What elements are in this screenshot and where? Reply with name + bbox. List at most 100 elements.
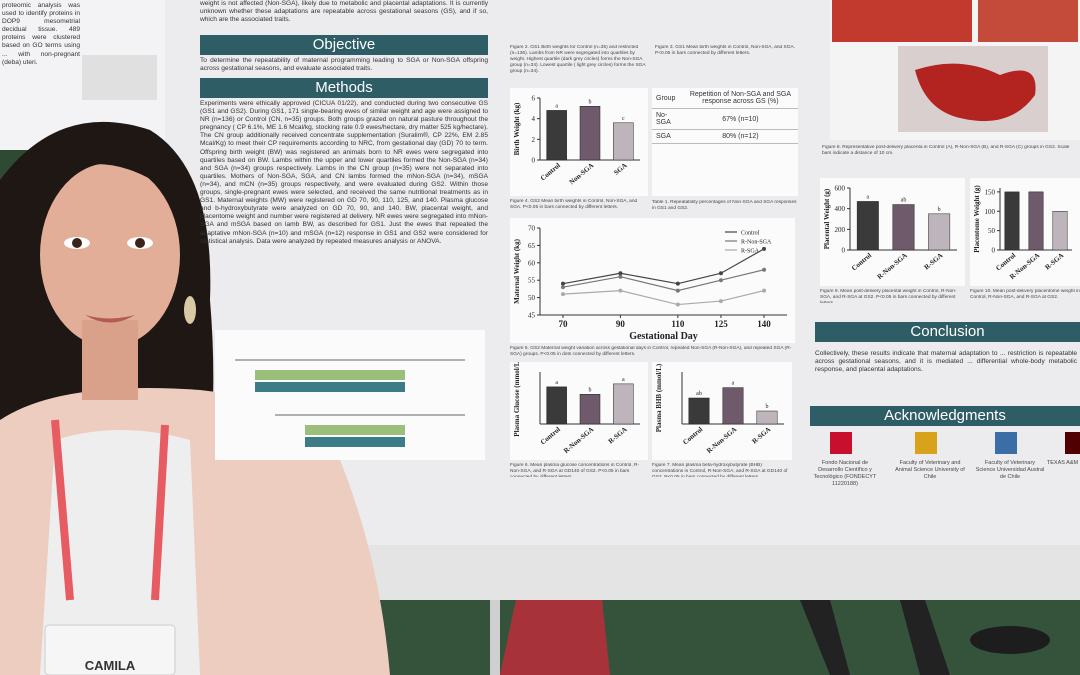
y-axis-label: Plasma BHB (mmol/L) — [655, 363, 663, 432]
bar — [579, 106, 601, 161]
visitor-shoe — [970, 626, 1050, 654]
acknowledgments-heading: Acknowledgments — [810, 406, 1080, 426]
face — [40, 163, 180, 347]
x-tick-label: 140 — [757, 319, 771, 329]
y-tick-label: 600 — [835, 185, 846, 193]
acknowledgment: Faculty of Veterinary Science Universida… — [975, 460, 1045, 480]
timeline-diagram — [235, 359, 465, 447]
point — [560, 281, 565, 286]
objective-heading: Objective — [200, 35, 488, 55]
hair-top — [40, 150, 180, 200]
figure-caption: Figure 2. GS1 Birth weights for Control … — [510, 45, 646, 74]
point — [618, 288, 623, 293]
significance-letter: b — [589, 99, 592, 105]
y-tick-label: 6 — [532, 95, 536, 103]
x-tick-label: R-SGA — [923, 251, 945, 271]
conclusion-text: Collectively, these results indicate tha… — [815, 350, 1077, 374]
table-header: Repetition of Non-SGA and SGA response a… — [682, 88, 798, 109]
bar — [546, 386, 567, 425]
logo — [995, 432, 1017, 454]
figure-caption: Figure 6. Mean plasma glucose concentrat… — [510, 463, 640, 477]
figure: Placental Weight (g) 0 200 400 600 a Control ab… — [820, 178, 965, 286]
significance-letter: c — [622, 116, 625, 122]
y-tick-label: 0 — [842, 247, 846, 255]
acknowledgment: Fondo Nacional de Desarrollo Científico … — [813, 460, 877, 487]
badge — [44, 624, 176, 675]
significance-letter: a — [555, 380, 558, 386]
point — [618, 274, 623, 279]
legend-label: R-SGA — [741, 249, 760, 255]
significance-letter: a — [732, 381, 735, 387]
acknowledgments: Fondo Nacional de Desarrollo Científico … — [810, 430, 1080, 520]
y-tick-label: 50 — [988, 227, 996, 235]
x-tick-label: 110 — [671, 319, 685, 329]
logo — [1065, 432, 1080, 454]
carpet-stripe — [500, 580, 610, 675]
bar — [756, 410, 778, 425]
iris — [72, 238, 82, 248]
series-line — [562, 290, 765, 306]
x-tick-label: R-Non-SGA — [562, 425, 595, 455]
poster-stand — [490, 570, 500, 675]
earring — [184, 296, 196, 324]
x-tick-label: Non-SGA — [568, 161, 596, 186]
figure-caption: Figure 5. GS2 Maternal weight variation … — [510, 346, 792, 357]
x-tick-label: Control — [539, 425, 562, 446]
bar — [892, 204, 915, 251]
table-cell: SGA — [652, 129, 683, 144]
methods-text: Experiments were ethically approved (CIC… — [200, 100, 488, 245]
x-tick-label: R-Non-SGA — [705, 425, 738, 455]
bar — [928, 213, 951, 251]
x-tick-label: Control — [850, 251, 873, 272]
x-tick-label: 90 — [616, 319, 626, 329]
bar — [722, 387, 744, 425]
placenta-photo-a — [832, 0, 972, 42]
point — [675, 302, 680, 307]
acknowledgment: Faculty of Veterinary and Animal Science… — [895, 460, 965, 480]
figure-caption: Figure 8. Representative post-delivery p… — [822, 145, 1070, 156]
significance-letter: a — [555, 103, 558, 109]
legend-label: R-Non-SGA — [741, 240, 772, 246]
bar — [688, 397, 710, 425]
x-tick-label: 125 — [714, 319, 728, 329]
objective-text: To determine the repeatability of matern… — [200, 57, 488, 73]
point — [718, 299, 723, 304]
significance-letter: b — [589, 387, 592, 393]
significance-letter: ab — [901, 198, 907, 204]
significance-letter: b — [766, 404, 769, 410]
legend-label: Control — [741, 231, 760, 237]
left-poster-blot — [82, 55, 157, 100]
x-tick-label: R-SGA — [1043, 251, 1065, 271]
point — [560, 285, 565, 290]
table-cell: No-SGA — [652, 108, 683, 130]
point — [762, 267, 767, 272]
left-poster-text: proteomic analysis was used to identify … — [2, 2, 80, 66]
y-tick-label: 50 — [528, 294, 536, 302]
table-caption: Table 1. Repeatability percentages of No… — [652, 200, 797, 211]
significance-letter: b — [938, 207, 941, 213]
lanyard — [51, 419, 169, 601]
timeline-bar — [305, 437, 405, 447]
table-panel: Group Repetition of Non-SGA and SGA respo… — [652, 88, 798, 196]
timeline-bar — [305, 425, 405, 435]
x-tick-label: SGA — [612, 161, 628, 176]
study-timeline — [215, 330, 485, 460]
bar — [1028, 191, 1044, 251]
y-tick-label: 400 — [835, 205, 846, 213]
table: Group Repetition of Non-SGA and SGA respo… — [652, 88, 798, 144]
neck — [82, 320, 138, 400]
y-tick-label: 45 — [528, 312, 536, 320]
y-tick-label: 0 — [992, 247, 996, 255]
lips — [85, 315, 135, 323]
y-axis-label: Maternal Weight (kg) — [513, 238, 521, 303]
y-tick-label: 0 — [532, 157, 536, 165]
table-header: Group — [652, 88, 683, 109]
badge-name: CAMILA — [84, 658, 136, 673]
bar — [856, 201, 879, 251]
y-tick-label: 65 — [528, 242, 536, 250]
significance-letter: ab — [696, 391, 702, 397]
table-cell: 67% (n=10) — [682, 108, 798, 130]
significance-letter: a — [866, 194, 869, 200]
point — [718, 271, 723, 276]
